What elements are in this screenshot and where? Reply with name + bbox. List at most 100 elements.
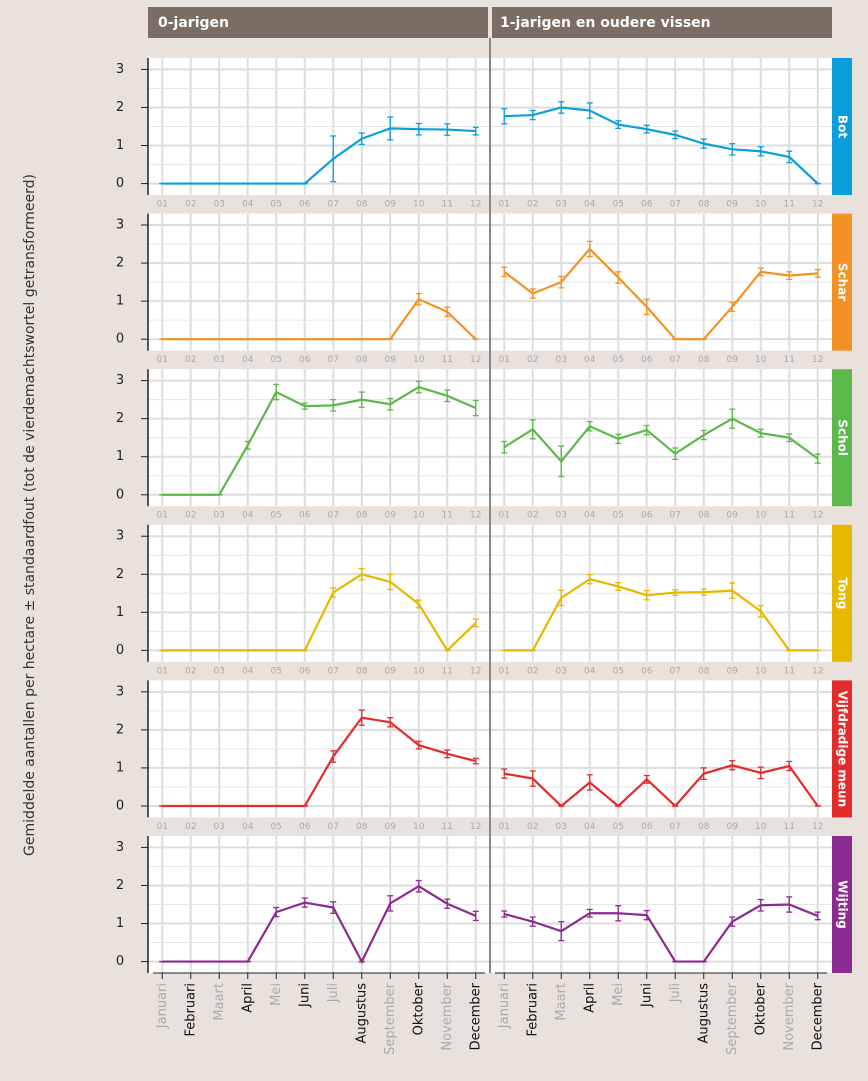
month-code: 12	[470, 511, 481, 521]
y-tick-label: 0	[116, 487, 124, 502]
facet-label: Vijfdradige meun	[836, 691, 850, 807]
month-code: 02	[185, 666, 196, 676]
month-code: 02	[527, 666, 538, 676]
column-header: 1-jarigen en oudere vissen	[500, 15, 711, 31]
column-header: 0-jarigen	[158, 15, 229, 31]
column-header-bg	[492, 7, 832, 38]
month-code: 06	[299, 355, 311, 365]
y-tick-label: 0	[116, 798, 124, 813]
month-code: 09	[727, 200, 739, 210]
column-header-bg	[148, 7, 488, 38]
data-line	[162, 385, 477, 496]
month-code: 02	[527, 355, 538, 365]
x-tick-label: April	[582, 983, 597, 1013]
month-code: 05	[271, 355, 282, 365]
month-code: 06	[641, 200, 653, 210]
month-code: 03	[214, 355, 225, 365]
month-code: 11	[784, 666, 795, 676]
y-tick-label: 2	[116, 256, 124, 271]
month-code: 09	[385, 511, 397, 521]
month-code: 01	[499, 355, 510, 365]
month-code: 02	[527, 511, 538, 521]
month-code: 11	[442, 666, 453, 676]
facet-label: Schar	[836, 263, 850, 301]
month-code: 10	[413, 511, 425, 521]
month-code: 08	[698, 822, 710, 832]
facet-label: Tong	[836, 577, 850, 609]
month-code: 06	[299, 666, 311, 676]
x-tick-label: Januari	[497, 983, 512, 1029]
month-code: 06	[299, 511, 311, 521]
month-code: 07	[328, 511, 339, 521]
x-tick-label: Juli	[668, 983, 683, 1003]
x-tick-label: November	[782, 982, 797, 1050]
y-tick-label: 0	[116, 176, 124, 191]
month-code: 04	[584, 355, 596, 365]
month-code: 09	[727, 822, 739, 832]
month-code: 11	[442, 511, 453, 521]
month-code: 07	[328, 822, 339, 832]
month-code: 08	[356, 666, 368, 676]
month-code: 07	[328, 200, 339, 210]
month-code: 09	[727, 666, 739, 676]
month-code: 06	[641, 511, 653, 521]
y-axis-label: Gemiddelde aantallen per hectare ± stand…	[22, 174, 38, 856]
x-tick-label: Augustus	[354, 983, 369, 1044]
month-code: 08	[356, 822, 368, 832]
month-code: 02	[185, 200, 196, 210]
x-tick-label: Juni	[297, 983, 312, 1008]
y-tick-label: 3	[116, 62, 124, 77]
month-code: 10	[755, 200, 767, 210]
month-code: 01	[499, 666, 510, 676]
month-code: 12	[470, 666, 481, 676]
x-tick-label: Februari	[183, 983, 198, 1037]
month-code: 10	[413, 666, 425, 676]
y-tick-label: 3	[116, 684, 124, 699]
x-tick-label: Oktober	[753, 982, 768, 1035]
month-code: 02	[185, 355, 196, 365]
month-code: 08	[356, 511, 368, 521]
month-code: 03	[556, 666, 567, 676]
month-code: 10	[413, 200, 425, 210]
x-tick-label: December	[468, 982, 483, 1050]
y-tick-label: 2	[116, 411, 124, 426]
x-tick-label: Februari	[525, 983, 540, 1037]
month-code: 11	[442, 822, 453, 832]
month-code: 04	[584, 822, 596, 832]
month-code: 08	[698, 200, 710, 210]
x-tick-label: Mei	[269, 983, 284, 1006]
month-code: 03	[214, 200, 225, 210]
month-code: 07	[328, 666, 339, 676]
x-tick-label: April	[240, 983, 255, 1013]
y-tick-label: 3	[116, 373, 124, 388]
y-tick-label: 2	[116, 878, 124, 893]
facet-label: Schol	[836, 419, 850, 456]
month-code: 05	[613, 666, 624, 676]
y-tick-label: 1	[116, 760, 124, 775]
facet-label: Wijting	[836, 880, 850, 928]
data-line	[504, 764, 819, 808]
month-code: 10	[413, 822, 425, 832]
month-code: 12	[812, 511, 823, 521]
month-code: 09	[385, 822, 397, 832]
month-code: 08	[698, 355, 710, 365]
month-code: 10	[755, 822, 767, 832]
month-code: 04	[242, 822, 254, 832]
month-code: 04	[242, 666, 254, 676]
month-code: 01	[157, 666, 168, 676]
month-code: 11	[442, 355, 453, 365]
data-line	[162, 716, 477, 808]
month-code: 10	[755, 511, 767, 521]
data-line	[162, 127, 476, 185]
month-code: 11	[784, 822, 795, 832]
month-code: 09	[385, 666, 397, 676]
month-code: 07	[670, 822, 681, 832]
month-code: 01	[499, 200, 510, 210]
x-tick-label: December	[810, 982, 825, 1050]
data-line	[503, 417, 819, 463]
month-code: 03	[556, 822, 567, 832]
month-code: 03	[214, 822, 225, 832]
x-tick-label: September	[725, 982, 740, 1055]
month-code: 12	[812, 822, 823, 832]
